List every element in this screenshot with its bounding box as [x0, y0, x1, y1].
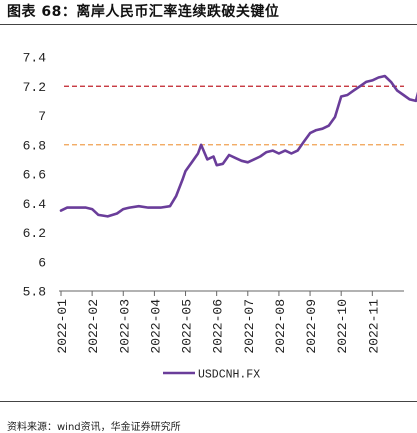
x-tick-label: 2022-04 — [148, 299, 163, 354]
series-lines — [59, 74, 417, 218]
x-tick-label: 2022-10 — [335, 299, 350, 354]
y-tick-label: 6.4 — [23, 197, 47, 212]
x-tick-label: 2022-11 — [366, 299, 381, 354]
y-tick-label: 5.8 — [23, 285, 46, 300]
x-tick-label: 2022-07 — [242, 299, 257, 354]
y-tick-label: 7 — [38, 109, 46, 124]
x-tick-label: 2022-03 — [117, 299, 132, 354]
y-tick-label: 7.4 — [23, 51, 47, 66]
legend: USDCNH.FX — [163, 369, 260, 382]
reference-lines — [64, 85, 404, 146]
x-tick-label: 2022-06 — [211, 299, 226, 354]
source-note: 资料来源：wind资讯，华金证券研究所 — [7, 422, 181, 433]
title-divider — [0, 24, 417, 25]
y-tick-label: 6 — [38, 255, 46, 270]
y-tick-label: 6.8 — [23, 138, 46, 153]
y-tick-label: 6.6 — [23, 168, 46, 183]
x-tick-label: 2022-02 — [86, 299, 101, 354]
x-tick-label: 2022-09 — [304, 299, 319, 354]
series-line — [59, 74, 417, 218]
x-tick-label: 2022-08 — [273, 299, 288, 354]
x-axis-ticks: 2022-01 2022-02 2022-03 2022-04 2022-05 2022-… — [55, 291, 381, 354]
x-tick-label: 2022-01 — [55, 299, 70, 354]
y-tick-label: 6.2 — [23, 226, 46, 241]
legend-label: USDCNH.FX — [198, 369, 260, 382]
x-tick-label: 2022-05 — [180, 299, 195, 354]
y-axis-ticks: 7.4 7.2 7 6.8 6.6 6.4 6.2 6 5.8 — [23, 51, 47, 300]
line-chart: 7.47.276.86.66.46.265.8 2022-01 2022-02 20… — [23, 51, 417, 382]
footer-divider — [0, 401, 417, 402]
figure-title: 图表 68：离岸人民币汇率连续跌破关键位 — [7, 4, 280, 20]
y-tick-label: 7.2 — [23, 80, 46, 95]
